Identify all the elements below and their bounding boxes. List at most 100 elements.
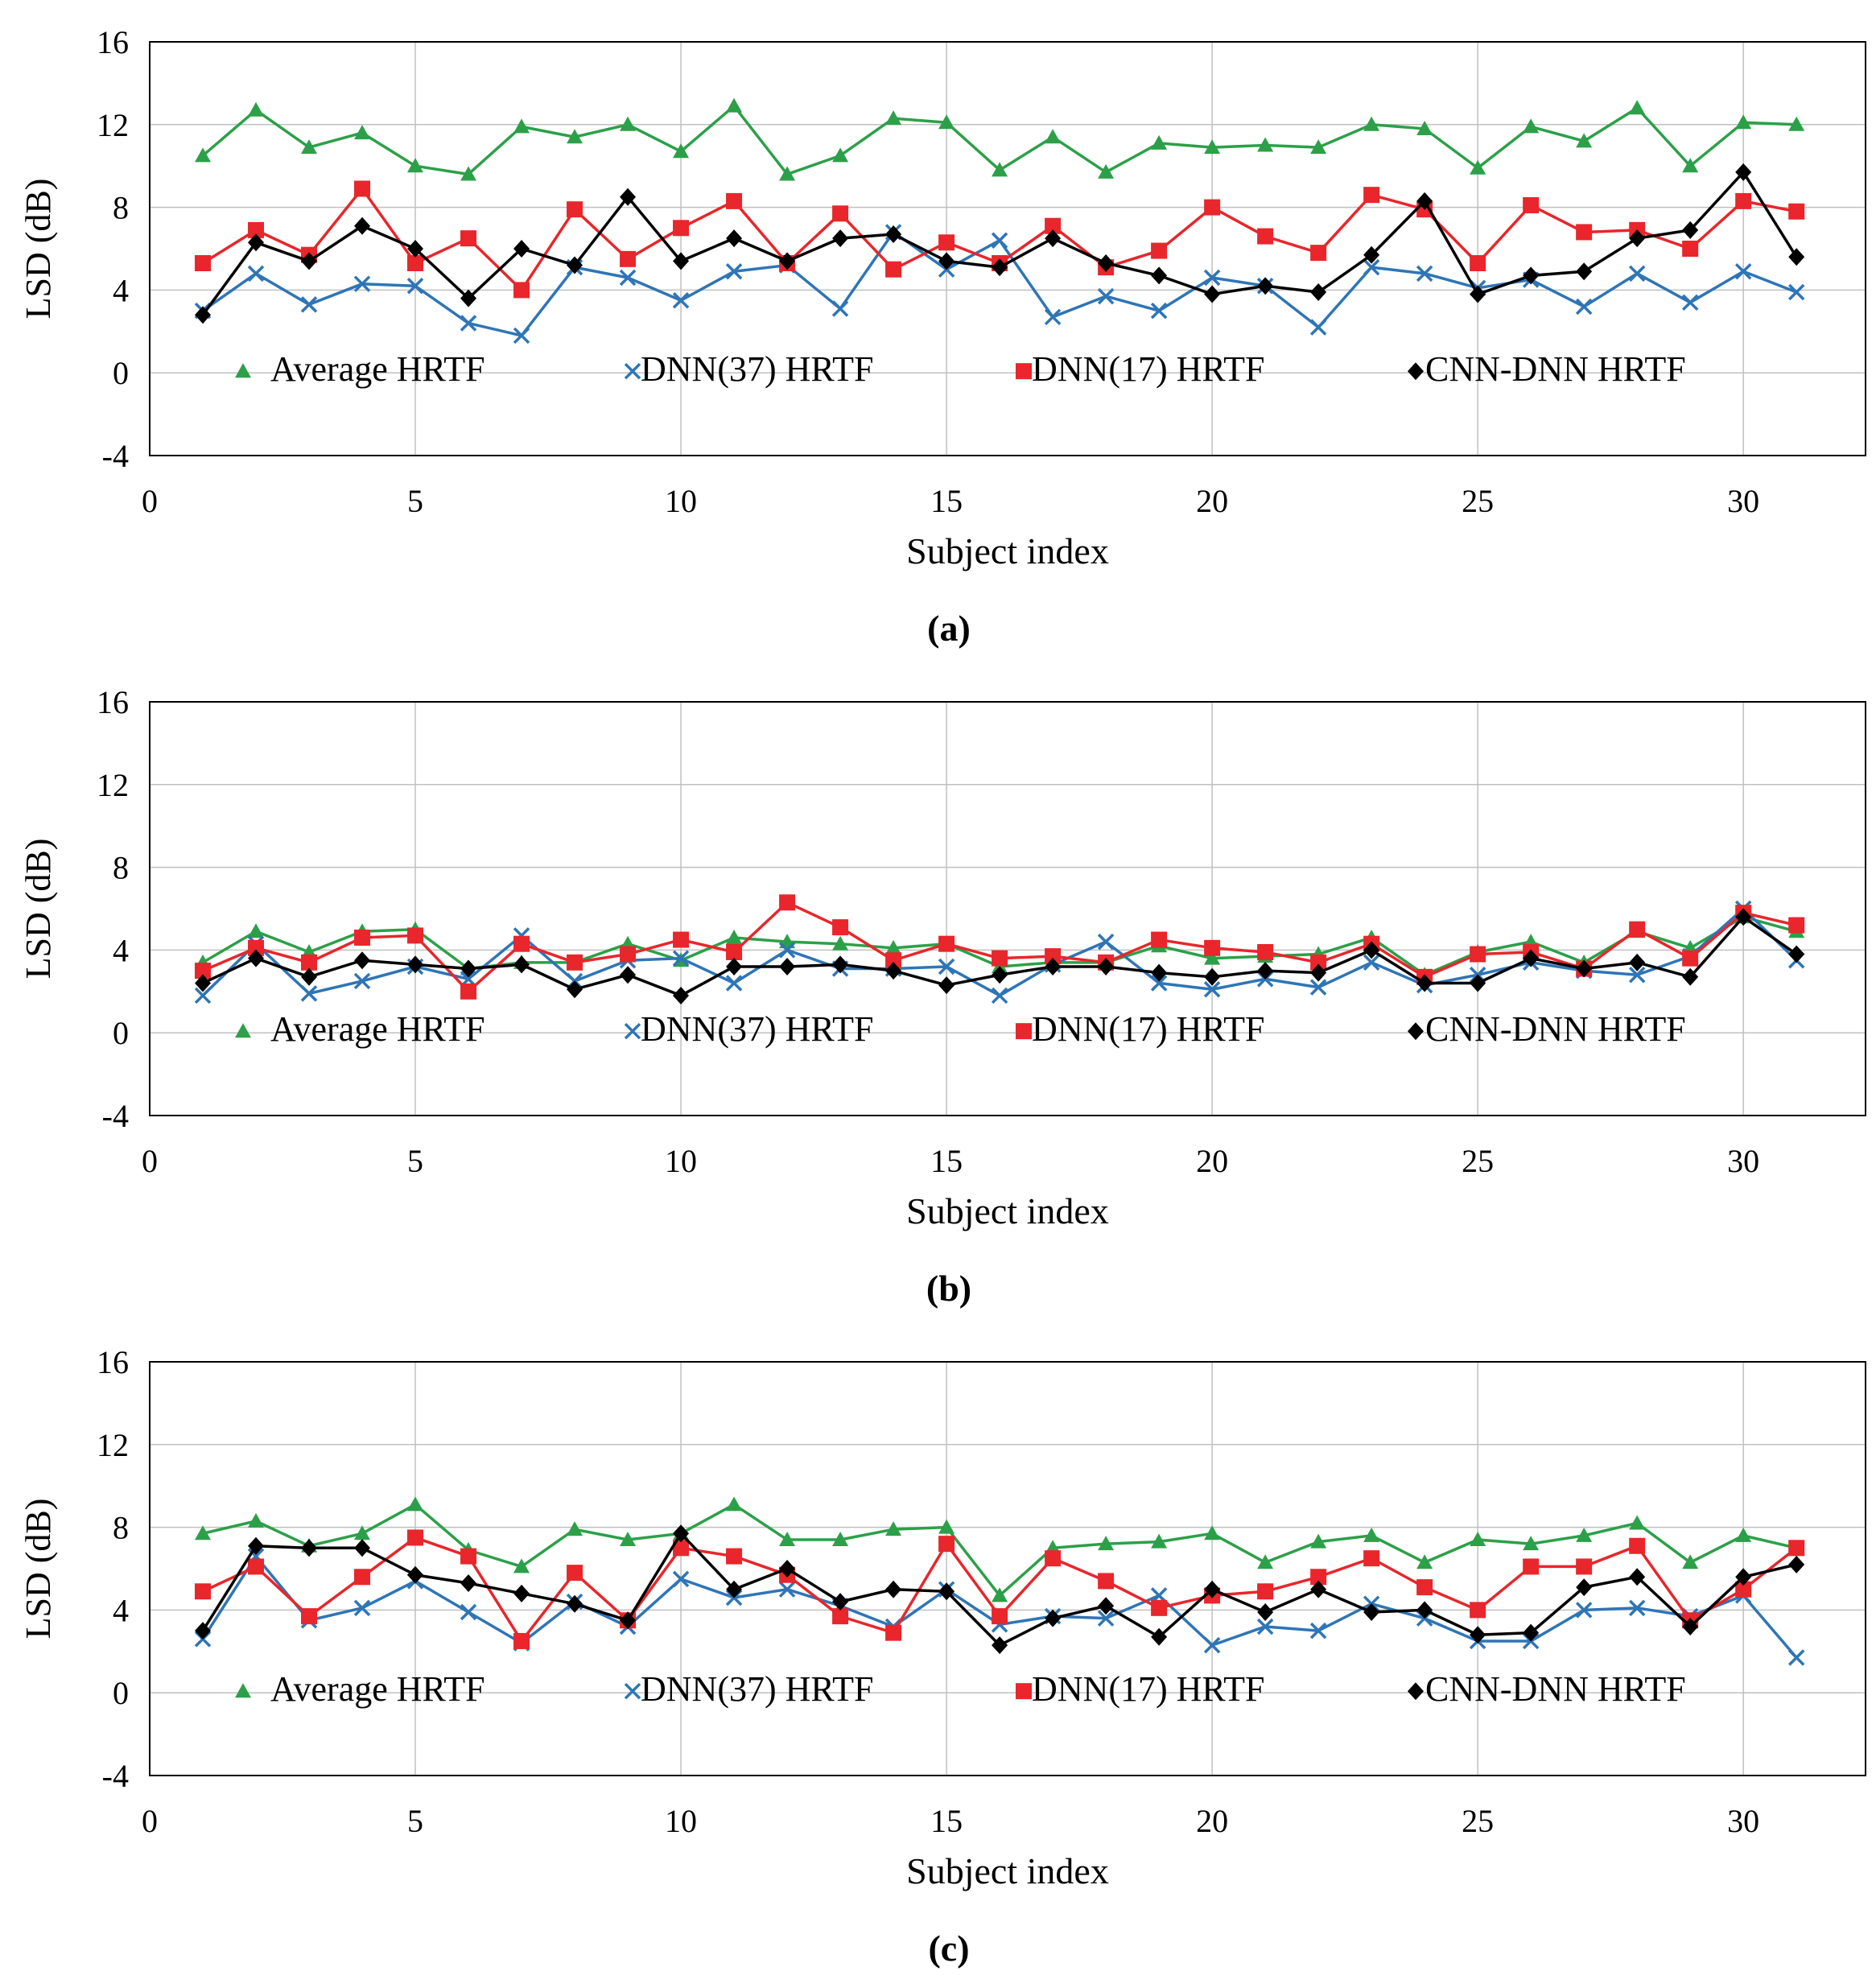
chart-c: Average HRTF DNN(37) HRTF DNN(17) HRTF CNN-… [19, 1344, 1866, 1969]
y-tick-label: 12 [97, 107, 129, 143]
data-point-dnn17 [1045, 1550, 1062, 1567]
data-point-average [248, 101, 265, 117]
x-tick-label: 0 [142, 483, 158, 519]
data-point-average [248, 923, 265, 938]
data-point-average [620, 116, 637, 131]
y-tick-label: 0 [113, 1675, 129, 1711]
data-point-dnn37 [1309, 319, 1327, 336]
data-point-dnn37 [1787, 283, 1805, 301]
data-point-cnndnn [832, 955, 849, 974]
data-point-cnndnn [1523, 949, 1540, 967]
x-tick-label: 30 [1727, 1803, 1759, 1839]
data-point-dnn17 [1416, 1579, 1433, 1596]
legend-marker-dnn37 [624, 1022, 641, 1040]
data-point-cnndnn [460, 1573, 477, 1592]
legend-marker-dnn17 [1016, 363, 1032, 380]
data-point-average [885, 939, 902, 955]
data-point-dnn17 [1204, 199, 1221, 216]
data-point-cnndnn [1416, 1601, 1433, 1619]
data-point-cnndnn [1363, 245, 1380, 264]
data-point-dnn37 [938, 958, 955, 975]
data-point-dnn37 [194, 987, 212, 1004]
data-point-dnn37 [1575, 298, 1593, 316]
data-point-dnn17 [1151, 931, 1168, 948]
data-point-average [779, 166, 796, 181]
plot-frame [149, 1361, 1866, 1776]
data-point-dnn37 [1203, 269, 1221, 287]
x-tick-label: 5 [407, 483, 423, 519]
data-point-average [1523, 118, 1540, 134]
data-point-average [1204, 950, 1221, 965]
legend-spacer [237, 1675, 249, 1676]
data-point-cnndnn [779, 252, 796, 270]
x-tick-label: 20 [1196, 1143, 1228, 1179]
data-point-dnn37 [1363, 258, 1380, 276]
data-point-dnn17 [407, 254, 424, 271]
data-point-cnndnn [1629, 1568, 1646, 1586]
data-point-dnn37 [619, 269, 637, 287]
data-point-dnn37 [460, 1603, 477, 1621]
data-point-dnn17 [1576, 224, 1593, 241]
data-point-cnndnn [1363, 1602, 1380, 1621]
data-point-average [567, 129, 583, 144]
data-point-dnn37 [778, 1581, 796, 1598]
data-point-average [1416, 1554, 1433, 1569]
data-point-dnn17 [513, 282, 530, 299]
x-tick-label: 10 [665, 1143, 697, 1179]
data-point-cnndnn [567, 256, 583, 274]
legend-marker-cnndnn [1408, 362, 1424, 381]
y-tick-label: 4 [113, 932, 129, 968]
x-tick-label: 10 [665, 483, 697, 519]
chart-b: Average HRTF DNN(37) HRTF DNN(17) HRTF CNN-… [19, 684, 1866, 1309]
data-point-average [1523, 1536, 1540, 1551]
y-tick-label: 4 [113, 272, 129, 308]
data-point-cnndnn [620, 188, 637, 206]
data-point-dnn37 [1150, 975, 1168, 992]
x-tick-label: 20 [1196, 483, 1228, 519]
legend-spacer [237, 1015, 249, 1016]
x-tick-label: 5 [407, 1803, 423, 1839]
data-point-cnndnn [1682, 1617, 1699, 1635]
x-tick-label: 25 [1462, 1803, 1494, 1839]
data-point-cnndnn [513, 1584, 530, 1602]
data-point-dnn37 [1097, 1610, 1115, 1627]
data-point-average [938, 114, 955, 130]
data-point-average [513, 118, 530, 134]
data-point-cnndnn [1682, 967, 1699, 986]
data-point-dnn17 [673, 220, 690, 237]
data-point-cnndnn [195, 1622, 212, 1640]
data-point-dnn17 [195, 254, 212, 271]
y-tick-label: -4 [102, 1098, 129, 1134]
data-point-dnn37 [1787, 1649, 1805, 1666]
data-point-dnn17 [992, 950, 1008, 967]
data-point-dnn17 [620, 250, 637, 267]
x-tick-label: 15 [930, 483, 963, 519]
data-point-average [726, 1496, 743, 1512]
x-tick-label: 20 [1196, 1803, 1228, 1839]
data-point-average [1576, 133, 1593, 148]
data-point-dnn37 [1628, 1599, 1646, 1617]
data-point-cnndnn [248, 233, 265, 252]
data-point-cnndnn [1629, 953, 1646, 971]
data-point-cnndnn [354, 951, 371, 970]
data-point-cnndnn [1310, 963, 1327, 982]
data-point-average [354, 1525, 371, 1540]
x-tick-label: 25 [1462, 1143, 1494, 1179]
data-point-dnn37 [1363, 954, 1380, 971]
y-tick-label: 16 [97, 1344, 129, 1380]
data-point-dnn17 [779, 894, 796, 911]
data-point-cnndnn [992, 966, 1008, 984]
chart-a: Average HRTF DNN(37) HRTF DNN(17) HRTF CNN-… [19, 24, 1866, 649]
data-point-cnndnn [1204, 967, 1221, 986]
data-point-cnndnn [1576, 959, 1593, 978]
data-point-dnn17 [1523, 1558, 1540, 1575]
data-point-dnn17 [1788, 203, 1805, 220]
y-tick-label: -4 [102, 1758, 129, 1794]
data-point-cnndnn [1523, 266, 1540, 285]
data-point-dnn37 [1734, 263, 1752, 280]
legend-marker-dnn17 [1016, 1683, 1032, 1700]
data-point-dnn37 [1044, 308, 1062, 326]
data-point-dnn17 [832, 1608, 849, 1625]
x-axis-title: Subject index [906, 1850, 1109, 1891]
data-point-dnn17 [885, 952, 902, 969]
